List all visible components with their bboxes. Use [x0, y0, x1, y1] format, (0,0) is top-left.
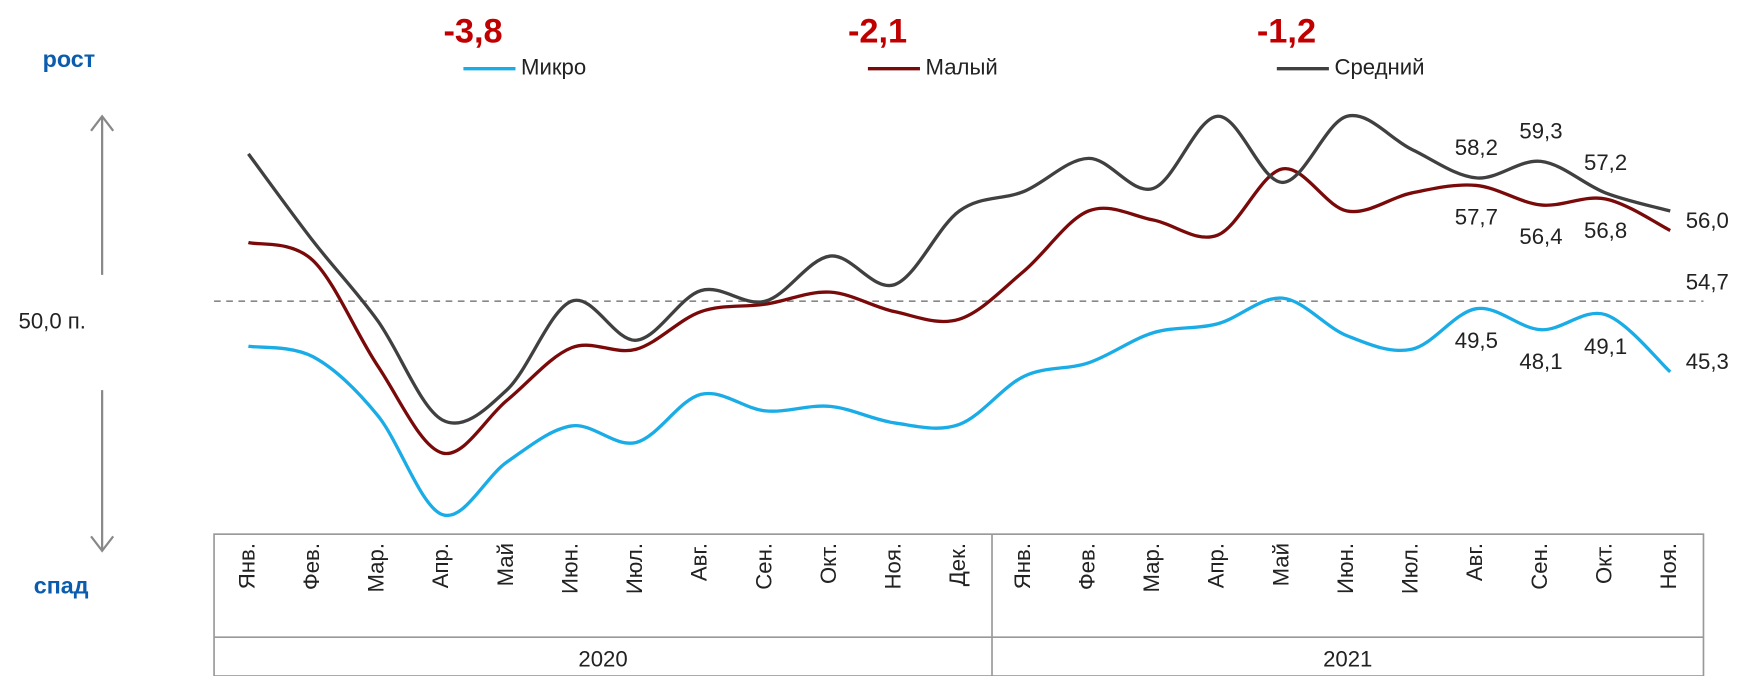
x-tick-label: Авг.: [1462, 543, 1487, 581]
annotation: -2,1: [848, 12, 907, 50]
data-label: 56,0: [1686, 208, 1729, 233]
x-tick-label: Дек.: [945, 543, 970, 586]
data-label: 57,2: [1584, 150, 1627, 175]
legend-label: Микро: [521, 55, 586, 80]
data-label: 56,8: [1584, 218, 1627, 243]
legend-label: Малый: [926, 55, 998, 80]
axis-box: [213, 533, 1705, 676]
data-label: 54,7: [1686, 270, 1729, 295]
data-label: 57,7: [1455, 205, 1498, 230]
x-tick-label: Сен.: [751, 543, 776, 590]
growth-label: рост: [43, 46, 95, 72]
annotation: -3,8: [443, 12, 502, 50]
x-tick-label: Апр.: [1204, 543, 1229, 588]
x-tick-label: Мар.: [364, 543, 389, 593]
x-tick-label: Июн.: [557, 543, 582, 594]
x-tick-label: Ноя.: [1656, 543, 1681, 589]
x-tick-label: Авг.: [687, 543, 712, 581]
data-label: 45,3: [1686, 349, 1729, 374]
data-label: 56,4: [1519, 224, 1562, 249]
reference-label: 50,0 п.: [19, 308, 86, 333]
x-tick-label: Июл.: [1398, 543, 1423, 594]
x-tick-label: Окт.: [1591, 543, 1616, 584]
x-group-label: 2021: [1323, 646, 1372, 671]
data-label: 59,3: [1519, 118, 1562, 143]
x-tick-label: Май: [493, 543, 518, 586]
annotation: -1,2: [1257, 12, 1316, 50]
x-tick-label: Ноя.: [881, 543, 906, 589]
x-tick-label: Сен.: [1527, 543, 1552, 590]
x-tick-label: Фев.: [1074, 543, 1099, 590]
x-tick-label: Апр.: [428, 543, 453, 588]
x-tick-label: Янв.: [234, 543, 259, 589]
x-tick-label: Окт.: [816, 543, 841, 584]
x-tick-label: Янв.: [1010, 543, 1035, 589]
x-group-label: 2020: [578, 646, 627, 671]
decline-label: спад: [34, 572, 89, 598]
data-label: 58,2: [1455, 135, 1498, 160]
series-line: [247, 167, 1671, 456]
x-tick-label: Фев.: [299, 543, 324, 590]
x-tick-label: Июн.: [1333, 543, 1358, 594]
x-tick-label: Июл.: [622, 543, 647, 594]
x-tick-label: Мар.: [1139, 543, 1164, 593]
x-tick-label: Май: [1268, 543, 1293, 586]
series-line: [248, 296, 1672, 518]
data-label: 48,1: [1519, 349, 1562, 374]
data-label: 49,5: [1455, 328, 1498, 353]
legend-label: Средний: [1334, 55, 1424, 80]
series-line: [247, 113, 1671, 425]
arrows: [90, 114, 115, 553]
data-label: 49,1: [1584, 334, 1627, 359]
